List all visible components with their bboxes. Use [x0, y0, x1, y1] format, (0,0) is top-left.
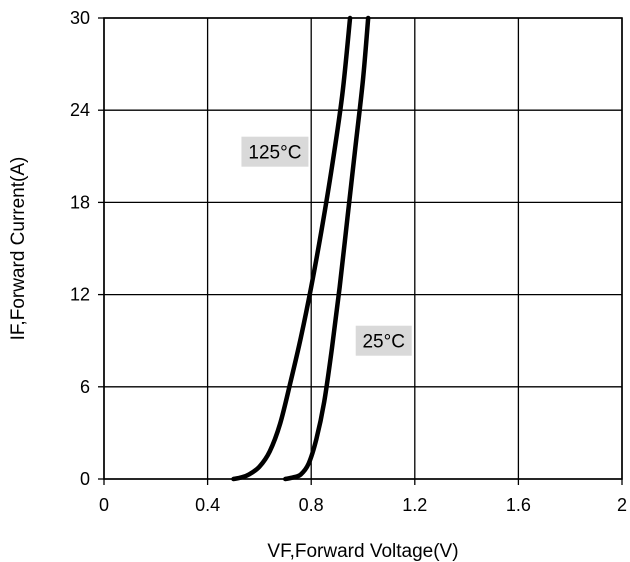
x-tick-label-1: 0.4	[195, 495, 220, 515]
x-tick-label-4: 1.6	[506, 495, 531, 515]
plot-frame	[103, 17, 623, 480]
y-tick-label-0: 0	[80, 469, 90, 489]
y-tick-label-3: 18	[70, 192, 90, 212]
x-tick-label-0: 0	[99, 495, 109, 515]
y-tick-label-5: 30	[70, 8, 90, 28]
y-tick-label-2: 12	[70, 285, 90, 305]
annotations: 125°C 25°C	[241, 136, 412, 356]
x-axis-title: VF,Forward Voltage(V)	[267, 541, 458, 562]
annotation-label-0: 125°C	[248, 143, 301, 164]
series-line-1	[283, 15, 371, 482]
annotation-label-1: 25°C	[362, 332, 404, 353]
x-tick-label-2: 0.8	[299, 495, 324, 515]
x-tick-label-3: 1.2	[402, 495, 427, 515]
series-group	[231, 15, 371, 482]
tick-labels: 0 0.4 0.8 1.2 1.6 2 0 6 12 18 24 30	[70, 8, 627, 515]
annotation-bg-0	[241, 136, 309, 167]
annotation-bg-1	[355, 325, 412, 356]
series-line-0	[231, 15, 353, 482]
y-tick-label-4: 24	[70, 100, 90, 120]
y-tick-label-1: 6	[80, 377, 90, 397]
x-tick-label-5: 2	[617, 495, 627, 515]
y-axis-title: IF,Forward Current(A)	[8, 157, 29, 341]
